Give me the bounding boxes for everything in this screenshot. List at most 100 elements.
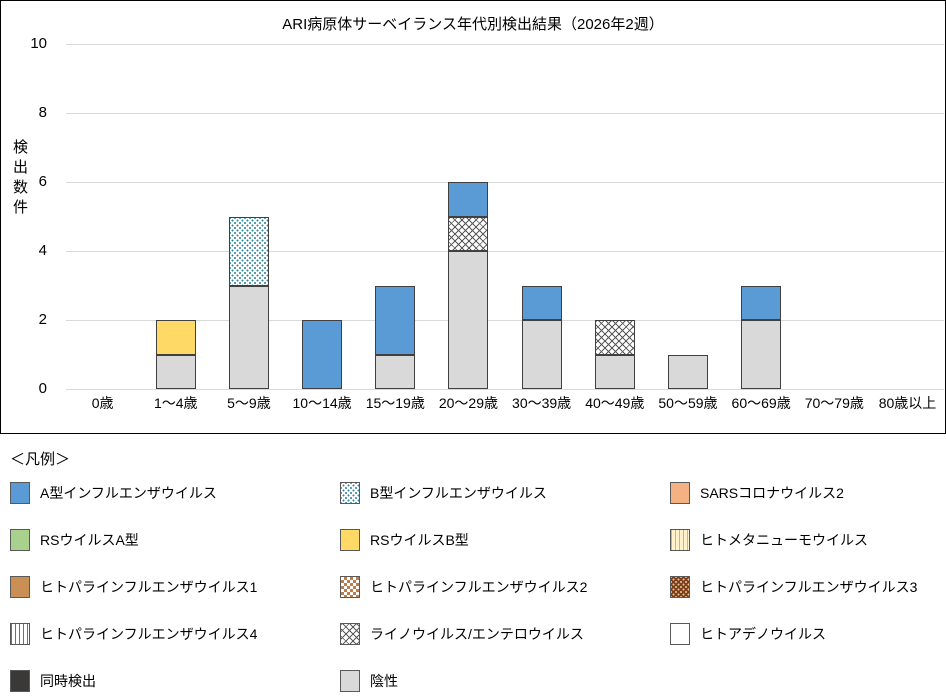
legend-item-rsv-b: RSウイルスB型 <box>340 529 670 551</box>
bar-cell-50～59歳 <box>651 44 724 389</box>
bar-5～9歳 <box>228 216 269 389</box>
bar-cell-10～14歳 <box>286 44 359 389</box>
legend-item-piv-4: ヒトパラインフルエンザウイルス4 <box>10 623 340 645</box>
bar-10～14歳 <box>302 320 343 389</box>
x-axis-label: 40～49歳 <box>585 395 645 411</box>
x-axis-label: 0歳 <box>91 395 114 411</box>
chart-title: ARI病原体サーベイランス年代別検出結果（2026年2週） <box>282 16 664 33</box>
legend-label: ヒトパラインフルエンザウイルス1 <box>40 579 258 595</box>
bar-15～19歳 <box>375 285 416 389</box>
bar-segment-negative <box>448 251 489 389</box>
y-tick-label: 10 <box>30 35 47 52</box>
bar-segment-negative <box>521 320 562 389</box>
legend-swatch-adeno <box>670 623 690 645</box>
gridline <box>66 319 944 321</box>
plot-area <box>66 43 944 390</box>
legend-swatch-rhino-entero <box>340 623 360 645</box>
bar-segment-negative <box>155 354 196 389</box>
legend-item-rhino-entero: ライノウイルス/エンテロウイルス <box>340 623 670 645</box>
legend-item-sars-cov-2: SARSコロナウイルス2 <box>670 482 940 504</box>
legend-item-hmpv: ヒトメタニューモウイルス <box>670 529 940 551</box>
gridline <box>66 112 944 114</box>
bar-segment-flu-a <box>448 182 489 217</box>
legend-swatch-flu-a <box>10 482 30 504</box>
bar-cell-1～4歳 <box>139 44 212 389</box>
bar-segment-flu-a <box>521 285 562 320</box>
bar-segment-flu-a <box>302 320 343 389</box>
legend-label: ヒトパラインフルエンザウイルス2 <box>370 579 588 595</box>
legend-swatch-piv-4 <box>10 623 30 645</box>
x-axis-label: 50～59歳 <box>658 395 718 411</box>
bar-segment-flu-b <box>228 216 269 286</box>
x-axis-label: 1～4歳 <box>153 395 198 411</box>
bar-segment-negative <box>667 354 708 389</box>
bar-cell-60～69歳 <box>725 44 798 389</box>
x-axis-label: 15～19歳 <box>365 395 425 411</box>
legend-swatch-sars-cov-2 <box>670 482 690 504</box>
bar-segment-flu-a <box>741 285 782 320</box>
bar-cell-70～79歳 <box>798 44 871 389</box>
legend-label: RSウイルスB型 <box>370 532 469 548</box>
legend-label: A型インフルエンザウイルス <box>40 485 217 501</box>
y-tick-label: 2 <box>38 311 47 328</box>
legend-grid: A型インフルエンザウイルス B型インフルエンザウイルス SARSコロナウイルス2 RS… <box>10 482 940 692</box>
legend-label: ヒトメタニューモウイルス <box>700 532 868 548</box>
bars <box>66 44 944 389</box>
x-axis-label: 5～9歳 <box>227 395 271 411</box>
y-tick-label: 6 <box>38 173 47 190</box>
bar-segment-rsv-b <box>155 320 196 355</box>
bar-20～29歳 <box>448 182 489 389</box>
legend-item-flu-b: B型インフルエンザウイルス <box>340 482 670 504</box>
legend-item-piv-1: ヒトパラインフルエンザウイルス1 <box>10 576 340 598</box>
y-tick-label: 0 <box>38 380 47 397</box>
legend-swatch-codetect <box>10 670 30 692</box>
legend-item-piv-3: ヒトパラインフルエンザウイルス3 <box>670 576 940 598</box>
bar-cell-30～39歳 <box>505 44 578 389</box>
x-axis-label: 80歳以上 <box>878 395 937 411</box>
x-axis-label: 10～14歳 <box>292 395 352 411</box>
bar-50～59歳 <box>667 354 708 389</box>
gridline <box>66 181 944 183</box>
legend-label: B型インフルエンザウイルス <box>370 485 547 501</box>
gridline <box>66 43 944 45</box>
legend-label: 陰性 <box>370 673 398 689</box>
bar-segment-negative <box>228 285 269 389</box>
gridline <box>66 250 944 252</box>
x-axis-label: 70～79歳 <box>804 395 864 411</box>
x-axis-label: 60～69歳 <box>731 395 791 411</box>
x-axis-labels: 0歳 1～4歳 5～9歳 10～14歳 15～19歳 20～29歳 30～39歳 40～49歳… <box>66 393 944 413</box>
legend-swatch-rsv-a <box>10 529 30 551</box>
bar-cell-15～19歳 <box>359 44 432 389</box>
bar-cell-80歳以上 <box>871 44 944 389</box>
legend-swatch-piv-3 <box>670 576 690 598</box>
legend-label: ヒトパラインフルエンザウイルス4 <box>40 626 258 642</box>
bar-segment-flu-a <box>375 285 416 355</box>
legend-swatch-negative <box>340 670 360 692</box>
bar-cell-20～29歳 <box>432 44 505 389</box>
x-axis-label: 30～39歳 <box>512 395 572 411</box>
legend-label: ヒトパラインフルエンザウイルス3 <box>700 579 918 595</box>
y-tick-label: 8 <box>38 104 47 121</box>
bar-cell-5～9歳 <box>212 44 285 389</box>
bar-segment-negative <box>375 354 416 389</box>
legend-item-adeno: ヒトアデノウイルス <box>670 623 940 645</box>
bar-segment-rhino-entero <box>448 216 489 251</box>
legend-label: ライノウイルス/エンテロウイルス <box>370 626 584 642</box>
bar-segment-negative <box>594 354 635 389</box>
legend-title: ＜凡例＞ <box>10 451 71 468</box>
legend-item-codetect: 同時検出 <box>10 670 340 692</box>
bar-cell-40～49歳 <box>578 44 651 389</box>
bar-60～69歳 <box>741 285 782 389</box>
legend-item-rsv-a: RSウイルスA型 <box>10 529 340 551</box>
legend-item-flu-a: A型インフルエンザウイルス <box>10 482 340 504</box>
bar-1～4歳 <box>155 320 196 389</box>
bar-30～39歳 <box>521 285 562 389</box>
legend-swatch-flu-b <box>340 482 360 504</box>
gridline <box>66 388 944 390</box>
bar-segment-rhino-entero <box>594 320 635 355</box>
bar-segment-negative <box>741 320 782 389</box>
legend-label: 同時検出 <box>40 673 96 689</box>
x-axis-label: 20～29歳 <box>438 395 499 411</box>
legend-label: SARSコロナウイルス2 <box>700 485 844 501</box>
